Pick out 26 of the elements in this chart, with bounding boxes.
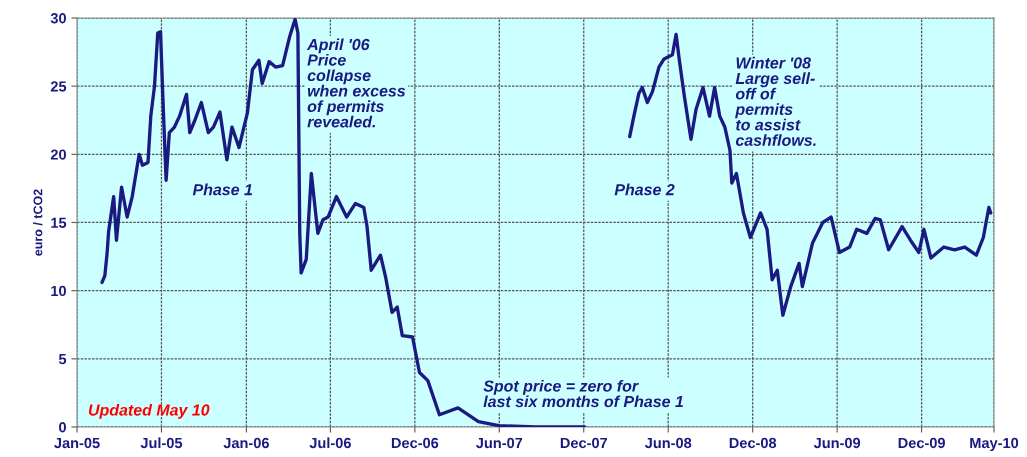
x-tick-label: Jun-09 bbox=[813, 437, 861, 449]
y-tick-label: 5 bbox=[58, 354, 67, 365]
annotation: Phase 1 bbox=[192, 183, 253, 196]
x-tick-label: Dec-06 bbox=[391, 437, 439, 449]
annotation: Updated May 10 bbox=[88, 403, 210, 419]
y-tick-label: 0 bbox=[59, 422, 66, 433]
x-tick-label: Dec-09 bbox=[898, 437, 945, 449]
x-tick-label: Jul-05 bbox=[140, 437, 183, 449]
x-tick-label: May-10 bbox=[970, 437, 1019, 452]
x-tick-label: Jan-06 bbox=[223, 437, 269, 449]
x-tick-label: Dec-08 bbox=[729, 437, 777, 449]
y-tick-label: 10 bbox=[51, 285, 66, 297]
x-tick-label: Jun-07 bbox=[476, 437, 523, 449]
y-axis-title: euro / tCO2 bbox=[33, 189, 43, 256]
y-tick-label: 30 bbox=[50, 13, 66, 24]
x-tick-label: Jul-06 bbox=[309, 437, 351, 449]
y-tick-label: 20 bbox=[50, 149, 66, 160]
annotation: Winter '08 Large sell- off of permits to assist cashflows. bbox=[735, 56, 816, 146]
x-tick-label: Jun-08 bbox=[644, 437, 692, 449]
annotation: Phase 2 bbox=[614, 183, 675, 196]
y-tick-label: 15 bbox=[51, 217, 67, 228]
annotation: Spot price = zero for last six months of Phase 1 bbox=[483, 379, 683, 408]
x-tick-label: Dec-07 bbox=[560, 437, 608, 449]
x-tick-label: Jan-05 bbox=[54, 437, 100, 449]
annotation: April '06 Price collapse when excess of permits revealed. bbox=[306, 38, 406, 128]
y-tick-label: 25 bbox=[50, 81, 67, 92]
